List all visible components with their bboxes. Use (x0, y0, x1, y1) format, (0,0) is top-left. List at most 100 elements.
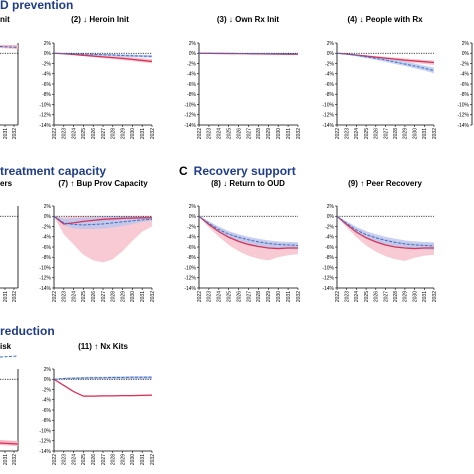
x-tick-label: 2032 (150, 128, 156, 139)
y-tick-label: 0% (462, 51, 470, 57)
y-tick-label: -12% (322, 113, 334, 119)
x-tick-label: 2023 (345, 291, 351, 302)
y-tick-label: -2% (187, 61, 196, 67)
comparison-line (53, 52, 153, 57)
x-tick-label: 2032 (150, 454, 156, 465)
comparison-band (54, 216, 152, 230)
x-tick-label: 2025 (81, 291, 87, 302)
x-tick-label: 2028 (111, 128, 117, 139)
y-tick-label: -2% (42, 224, 51, 230)
intervention-line (336, 215, 434, 250)
x-tick-label: 2023 (345, 128, 351, 139)
x-tick-label: 2027 (383, 291, 389, 302)
chart-panel-5: (9) ↑ Peer Recovery 2% 0% -2% -4% -6% -8% -10% -… (322, 179, 437, 302)
y-tick-label: -10% (39, 102, 51, 108)
y-tick-label: 2% (327, 204, 335, 210)
comparison-line (53, 215, 153, 226)
y-tick-label: -8% (42, 418, 51, 424)
section-a-title: D prevention (0, 0, 74, 12)
y-tick-label: -14% (184, 286, 196, 292)
x-tick-label: 2026 (374, 291, 380, 302)
x-tick-label: 2031 (286, 128, 292, 139)
y-tick-label: -6% (325, 82, 334, 88)
y-tick-label: -10% (322, 102, 334, 108)
comparison-band (337, 216, 434, 251)
y-tick-label: 0% (44, 51, 52, 57)
x-tick-label: 2026 (91, 128, 97, 139)
y-tick-label: -2% (42, 387, 51, 393)
panel-title: (11) ↑ Nx Kits (78, 342, 128, 351)
x-tick-label: 2026 (236, 128, 242, 139)
x-tick-label: 2022 (197, 128, 203, 139)
x-tick-label: 2026 (374, 128, 380, 139)
x-tick-label: 2030 (412, 291, 418, 302)
partial-panel-right: 2% 0% -2% -4% -6% -8% -10% -12% -14% (457, 41, 473, 129)
x-tick-label: 2026 (236, 291, 242, 302)
y-tick-label: 2% (44, 367, 52, 373)
y-tick-label: -14% (457, 123, 469, 129)
comparison-line (53, 376, 152, 380)
x-tick-label: 2031 (140, 128, 146, 139)
y-tick-label: -6% (42, 245, 51, 251)
x-tick-label: 2032 (150, 291, 156, 302)
y-tick-label: -6% (42, 82, 51, 88)
x-tick-label: 2024 (71, 291, 77, 302)
x-tick-label: 2024 (71, 454, 77, 465)
partial-panel-left: ers 2031 2032 (0, 179, 19, 302)
y-tick-label: 0% (327, 214, 335, 220)
y-tick-label: -14% (184, 123, 196, 129)
x-tick-label: 2025 (227, 291, 233, 302)
x-tick-label: 2027 (383, 128, 389, 139)
intervention-band (199, 216, 298, 261)
x-tick-label: 2030 (130, 291, 136, 302)
panel-title: (2) ↓ Heroin Init (71, 15, 129, 24)
panel-title: (4) ↓ People with Rx (347, 15, 423, 24)
x-tick-label: 2022 (52, 454, 58, 465)
comparison-line (198, 52, 299, 55)
y-tick-label: -2% (42, 61, 51, 67)
x-tick-label: 2032 (12, 291, 18, 302)
x-tick-label: 2032 (432, 128, 438, 139)
y-tick-label: -12% (184, 276, 196, 282)
x-tick-label: 2024 (354, 291, 360, 302)
y-tick-label: -6% (325, 245, 334, 251)
x-tick-label: 2027 (246, 291, 252, 302)
x-tick-label: 2025 (227, 128, 233, 139)
x-tick-label: 2025 (364, 128, 370, 139)
x-tick-label: 2022 (335, 128, 341, 139)
chart-panel-4: (8) ↓ Return to OUD 2% 0% -2% -4% -6% -8% -10% -… (184, 179, 301, 302)
y-tick-label: -14% (39, 123, 51, 129)
x-tick-label: 2029 (120, 454, 126, 465)
x-tick-label: 2029 (266, 128, 272, 139)
x-tick-label: 2032 (432, 291, 438, 302)
x-tick-label: 2029 (120, 128, 126, 139)
x-tick-label: 2026 (91, 454, 97, 465)
partial-panel-left: isk 2031 2032 (0, 342, 19, 465)
intervention-line (53, 52, 153, 63)
y-tick-label: -4% (42, 72, 51, 78)
x-tick-label: 2023 (62, 454, 68, 465)
x-tick-label: 2027 (101, 128, 107, 139)
x-tick-label: 2022 (335, 291, 341, 302)
y-tick-label: -6% (187, 82, 196, 88)
y-tick-label: -8% (325, 92, 334, 98)
x-tick-label: 2027 (101, 454, 107, 465)
y-tick-label: -8% (187, 92, 196, 98)
y-tick-label: -8% (42, 255, 51, 261)
x-tick-label: 2031 (422, 291, 428, 302)
x-tick-label: 2030 (412, 128, 418, 139)
y-tick-label: -12% (39, 276, 51, 282)
section-d-title: reduction (0, 324, 55, 338)
x-tick-label: 2030 (130, 128, 136, 139)
x-tick-label: 2032 (296, 291, 302, 302)
y-tick-label: -8% (42, 92, 51, 98)
panel-title: ers (0, 179, 13, 188)
y-tick-label: -4% (325, 72, 334, 78)
x-tick-label: 2025 (81, 454, 87, 465)
x-tick-label: 2028 (256, 128, 262, 139)
x-tick-label: 2028 (393, 128, 399, 139)
chart-panel-1: (3) ↓ Own Rx Init 2% 0% -2% -4% -6% -8% -10% -12… (184, 15, 301, 139)
x-tick-label: 2025 (364, 291, 370, 302)
y-tick-label: -14% (322, 123, 334, 129)
section-c-title: C Recovery support (179, 164, 296, 178)
